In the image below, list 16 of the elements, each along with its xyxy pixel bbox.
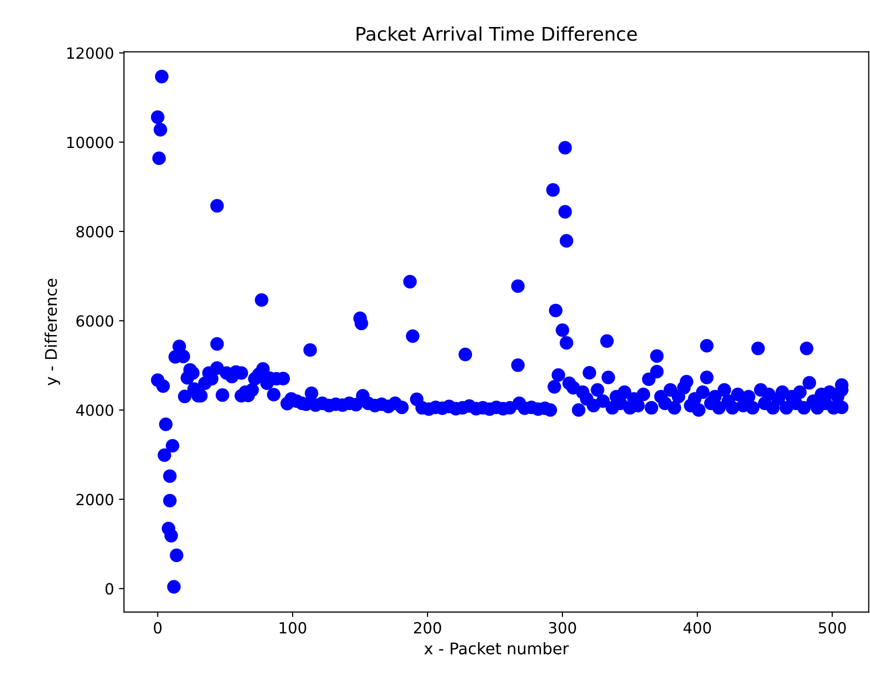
y-tick-label: 4000 (76, 404, 114, 416)
x-tick-label: 200 (414, 622, 442, 634)
y-tick-label: 12000 (67, 47, 114, 59)
chart-title: Packet Arrival Time Difference (356, 26, 637, 41)
y-tick-label: 6000 (76, 315, 114, 327)
x-tick-label: 0 (154, 622, 162, 634)
y-tick-label: 10000 (67, 136, 114, 148)
y-tick-label: 2000 (76, 494, 114, 506)
x-tick-label: 500 (818, 622, 846, 634)
x-tick-label: 400 (684, 622, 711, 634)
y-tick-label: 0 (106, 583, 114, 595)
y-axis-title: y - Difference (44, 278, 60, 386)
x-tick-label: 300 (549, 622, 576, 634)
x-tick-label: 100 (280, 622, 306, 634)
x-axis-title: x - Packet number (424, 642, 569, 654)
y-tick-label: 8000 (76, 226, 114, 238)
